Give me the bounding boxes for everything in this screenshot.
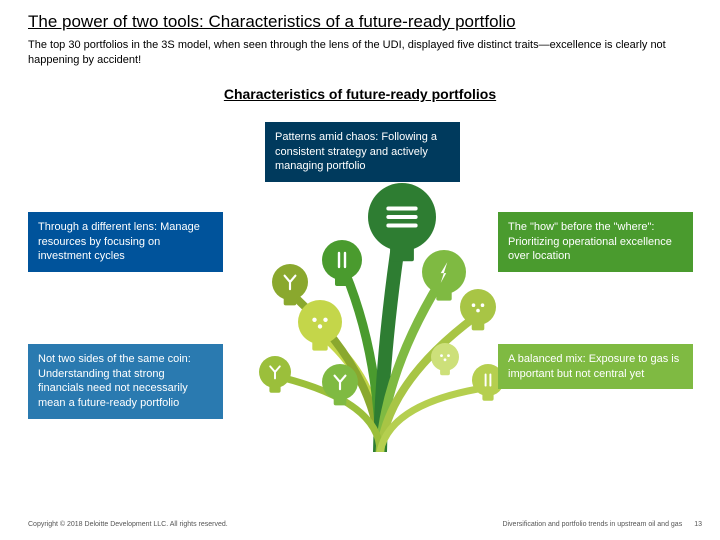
- card-patterns-amid-chaos: Patterns amid chaos: Following a consist…: [265, 122, 460, 183]
- slide-title: The power of two tools: Characteristics …: [0, 0, 720, 34]
- footer-doc-title: Diversification and portfolio trends in …: [502, 521, 682, 528]
- section-heading: Characteristics of future-ready portfoli…: [0, 86, 720, 102]
- slide-footer: Copyright © 2018 Deloitte Development LL…: [28, 521, 702, 528]
- card-not-two-sides: Not two sides of the same coin: Understa…: [28, 344, 223, 419]
- diagram-canvas: Patterns amid chaos: Following a consist…: [0, 102, 720, 472]
- slide-subtitle: The top 30 portfolios in the 3S model, w…: [0, 34, 720, 68]
- footer-page-number: 13: [694, 521, 702, 528]
- card-balanced-mix: A balanced mix: Exposure to gas is impor…: [498, 344, 693, 390]
- footer-copyright: Copyright © 2018 Deloitte Development LL…: [28, 521, 228, 528]
- card-how-before-where: The "how" before the "where": Prioritizi…: [498, 212, 693, 273]
- card-different-lens: Through a different lens: Manage resourc…: [28, 212, 223, 273]
